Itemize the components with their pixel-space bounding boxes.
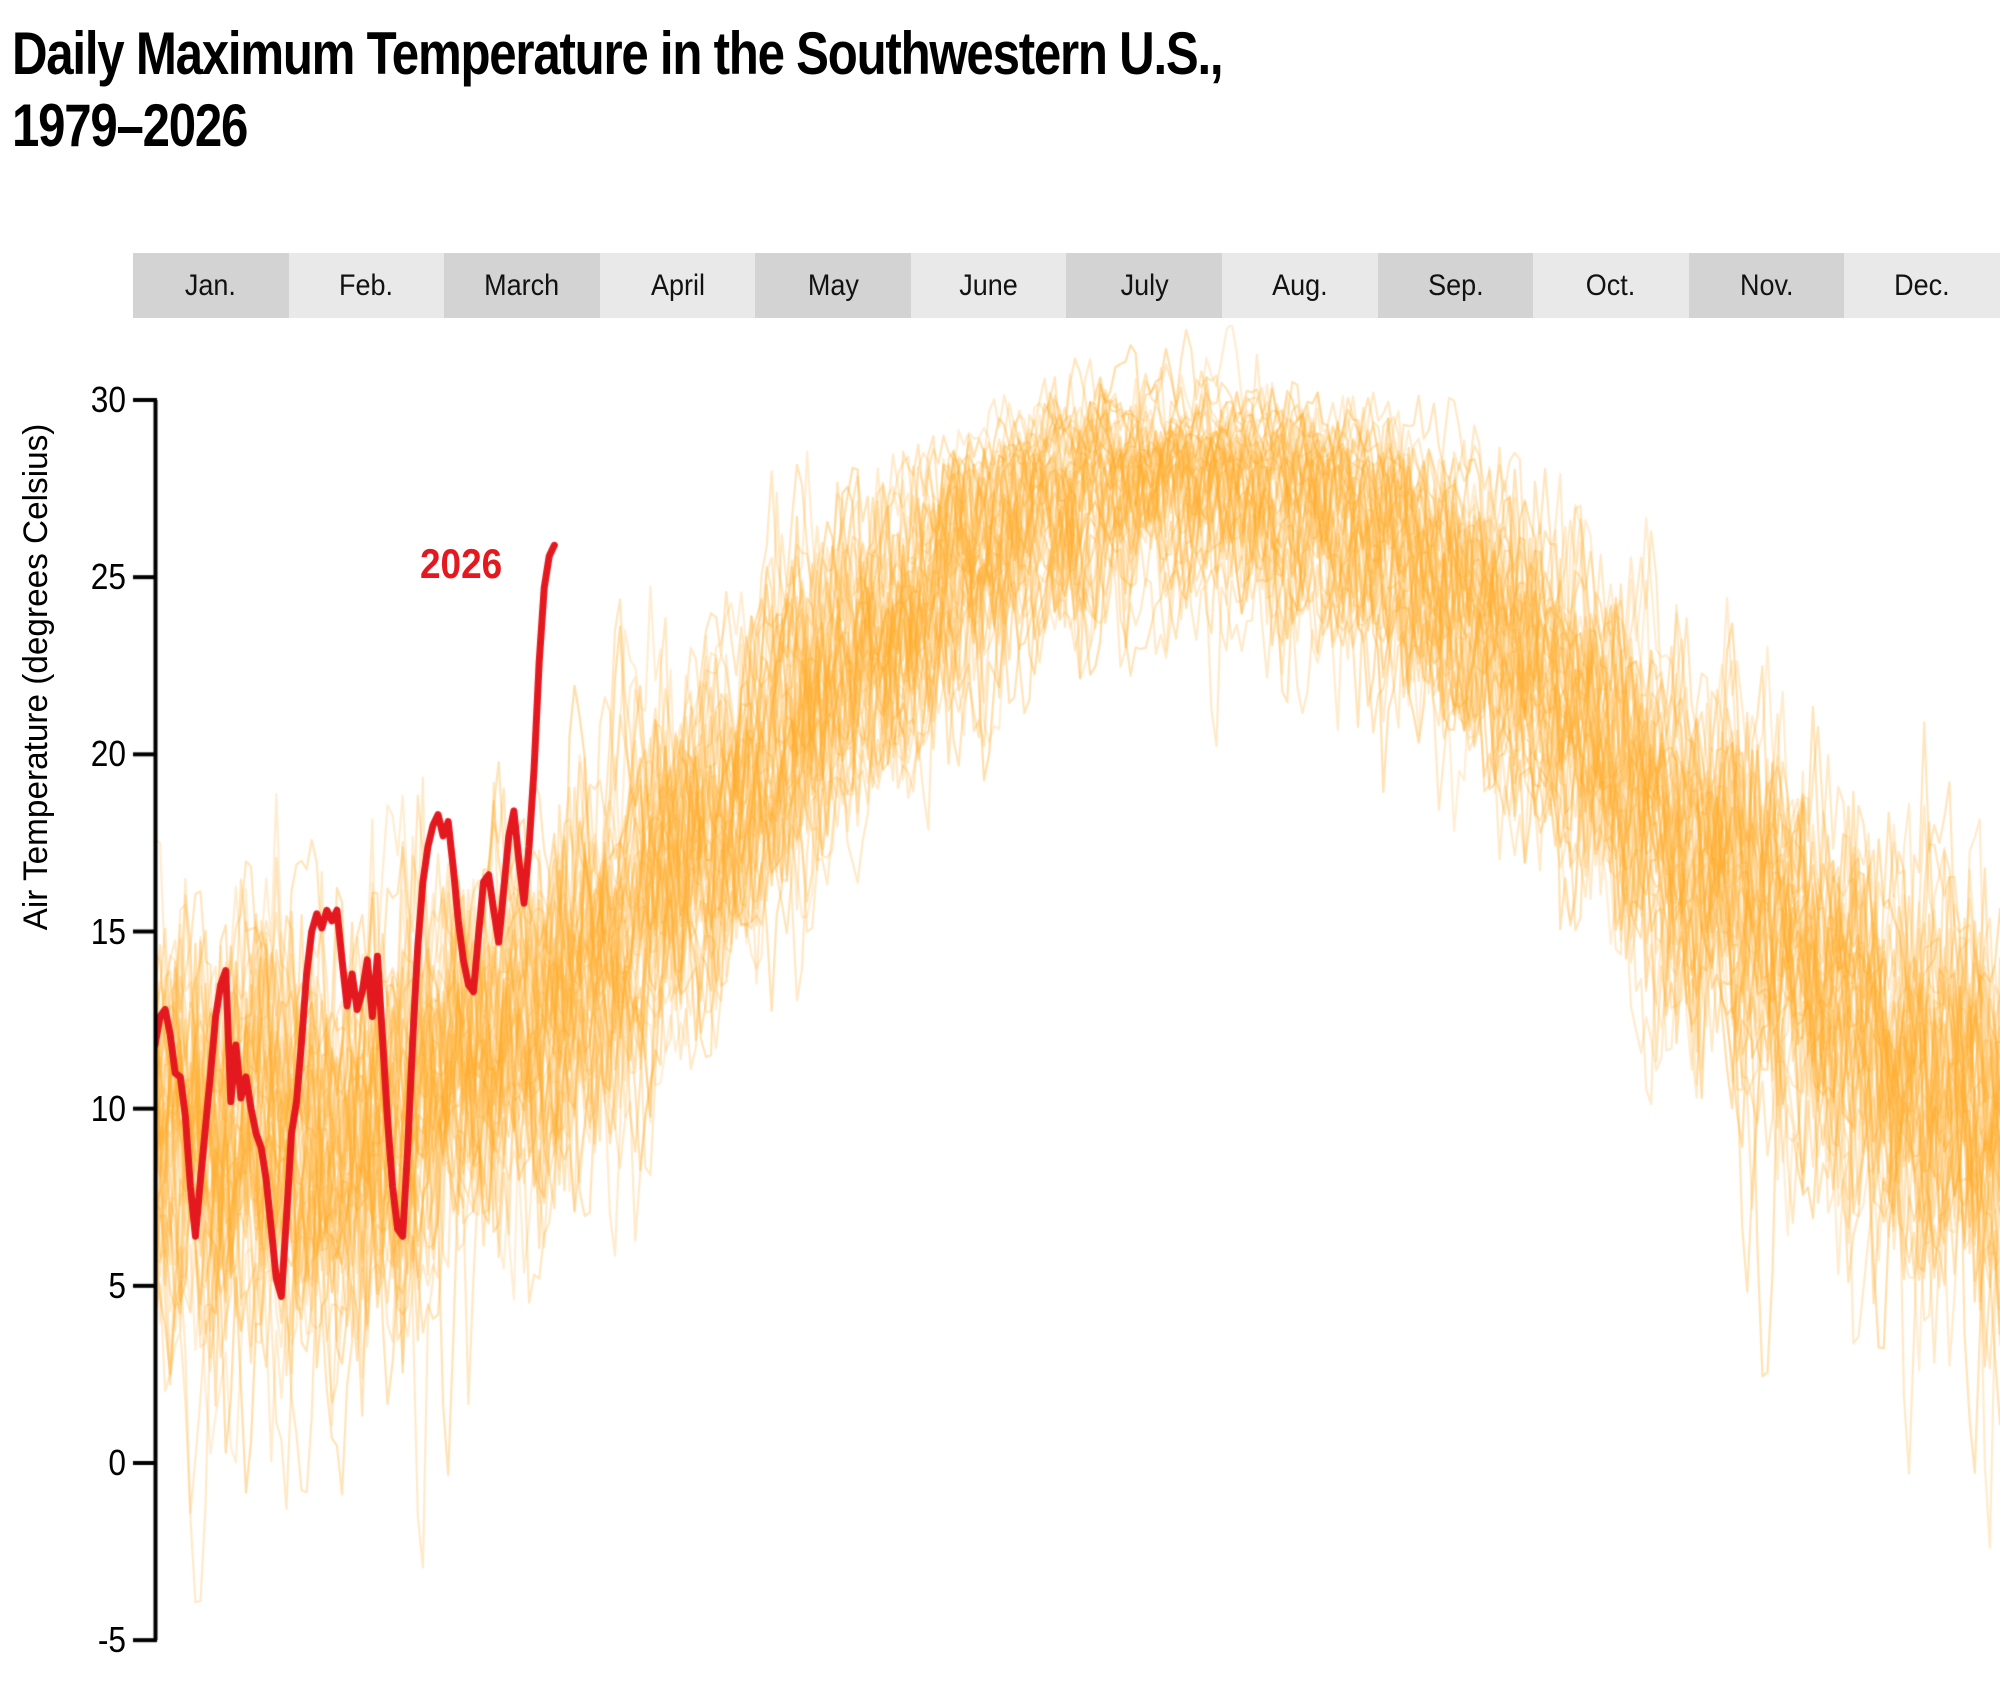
month-cell-aug: Aug. [1222,253,1378,318]
month-label: Nov. [1739,268,1794,302]
chart-title-line2: 1979–2026 [12,92,248,159]
month-cell-april: April [599,253,756,318]
month-cell-oct: Oct. [1533,253,1689,318]
month-label: May [807,268,859,302]
y-axis-label: Air Temperature (degrees Celsius) [17,423,55,931]
month-label: Jan. [185,268,237,302]
month-cell-sep: Sep. [1377,253,1534,318]
month-cell-may: May [755,253,911,318]
month-label: July [1120,268,1169,302]
month-cell-nov: Nov. [1688,253,1845,318]
y-tick-label-20: 20 [90,733,126,775]
chart-title-line1: Daily Maximum Temperature in the Southwe… [12,20,1224,87]
month-strip: Jan. Feb. March April May June July Aug. Sep. Oct… [133,253,2000,318]
series-label-2026: 2026 [420,540,503,587]
y-tick-label-0: 0 [108,1442,126,1483]
month-cell-feb: Feb. [288,253,445,318]
y-tick-label-30: 30 [90,379,126,420]
month-label: April [650,268,705,302]
month-label: June [959,268,1018,302]
month-cell-july: July [1066,253,1223,318]
y-tick-label--5: -5 [97,1619,126,1661]
month-label: Dec. [1894,268,1950,302]
month-cell-dec: Dec. [1844,253,2000,318]
y-tick-label-15: 15 [90,910,126,952]
y-tick-label-10: 10 [90,1087,126,1129]
y-tick-label-5: 5 [108,1264,126,1306]
month-label: Aug. [1272,268,1328,302]
chart-title: Daily Maximum Temperature in the Southwe… [12,18,1488,162]
month-label: Oct. [1586,268,1636,302]
month-cell-jan: Jan. [133,253,289,318]
month-cell-june: June [910,253,1067,318]
month-label: March [484,268,560,302]
month-cell-march: March [444,253,600,318]
month-label: Feb. [339,268,394,302]
y-tick-label-25: 25 [90,556,126,598]
month-label: Sep. [1427,268,1484,302]
